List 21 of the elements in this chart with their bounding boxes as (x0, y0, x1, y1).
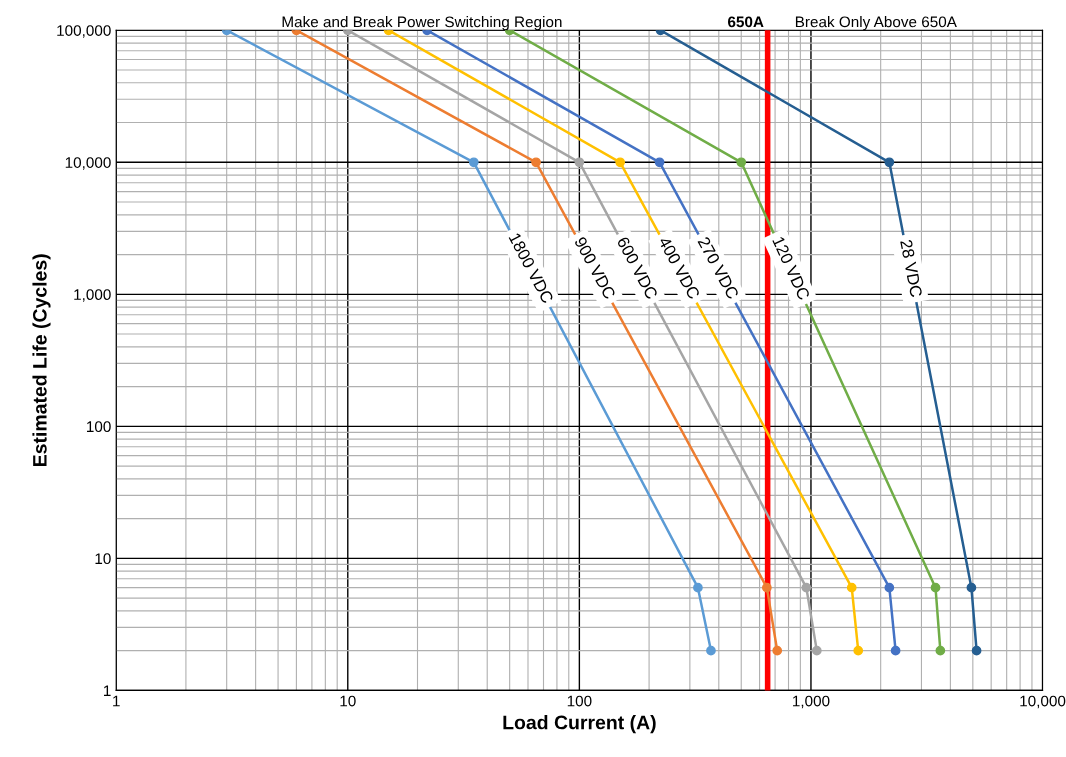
x-axis-title: Load Current (A) (503, 715, 656, 734)
text: 900 VDC (574, 236, 617, 300)
x-tick-label: 100 (567, 695, 592, 707)
x-tick-label: 10,000 (1020, 695, 1066, 709)
text: 1800 VDC (508, 232, 554, 305)
y-tick-label: 1 (104, 685, 111, 696)
text: 600 VDC (616, 236, 659, 301)
y-tick-label: 1,000 (74, 289, 111, 302)
text: 120 VDC (772, 235, 811, 301)
x-tick-label: 1 (113, 695, 120, 707)
y-tick-label: 100,000 (57, 25, 111, 38)
ref-line-label: 650A (728, 16, 764, 28)
x-tick-label: 1,000 (793, 695, 830, 709)
x-tick-label: 10 (340, 695, 356, 707)
annotation: Make and Break Power Switching Region (282, 16, 562, 31)
y-tick-label: 10 (95, 553, 111, 565)
y-tick-label: 10,000 (65, 157, 111, 170)
y-axis-title: Estimated Life (Cycles) (32, 254, 51, 466)
text: 28 VDC (900, 239, 923, 298)
annotation: Break Only Above 650A (795, 16, 957, 31)
y-tick-label: 100 (87, 421, 111, 433)
